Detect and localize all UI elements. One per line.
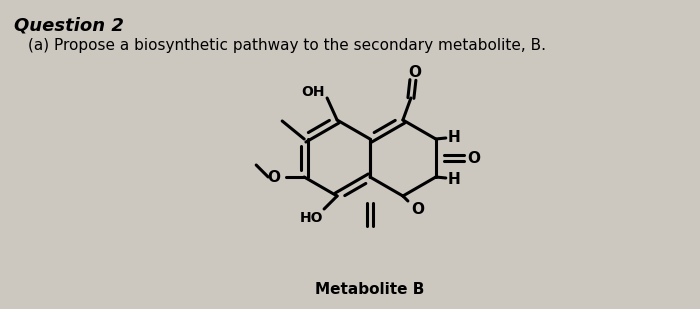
Text: O: O <box>412 201 424 217</box>
Text: O: O <box>408 65 421 79</box>
Text: OH: OH <box>301 85 325 99</box>
Text: (a) Propose a biosynthetic pathway to the secondary metabolite, B.: (a) Propose a biosynthetic pathway to th… <box>28 38 546 53</box>
Text: HO: HO <box>300 211 323 225</box>
Text: Metabolite B: Metabolite B <box>315 282 425 298</box>
Text: H: H <box>447 129 460 145</box>
Text: Question 2: Question 2 <box>14 16 124 34</box>
Text: O: O <box>468 150 480 166</box>
Text: H: H <box>447 171 460 187</box>
Text: O: O <box>267 170 281 184</box>
